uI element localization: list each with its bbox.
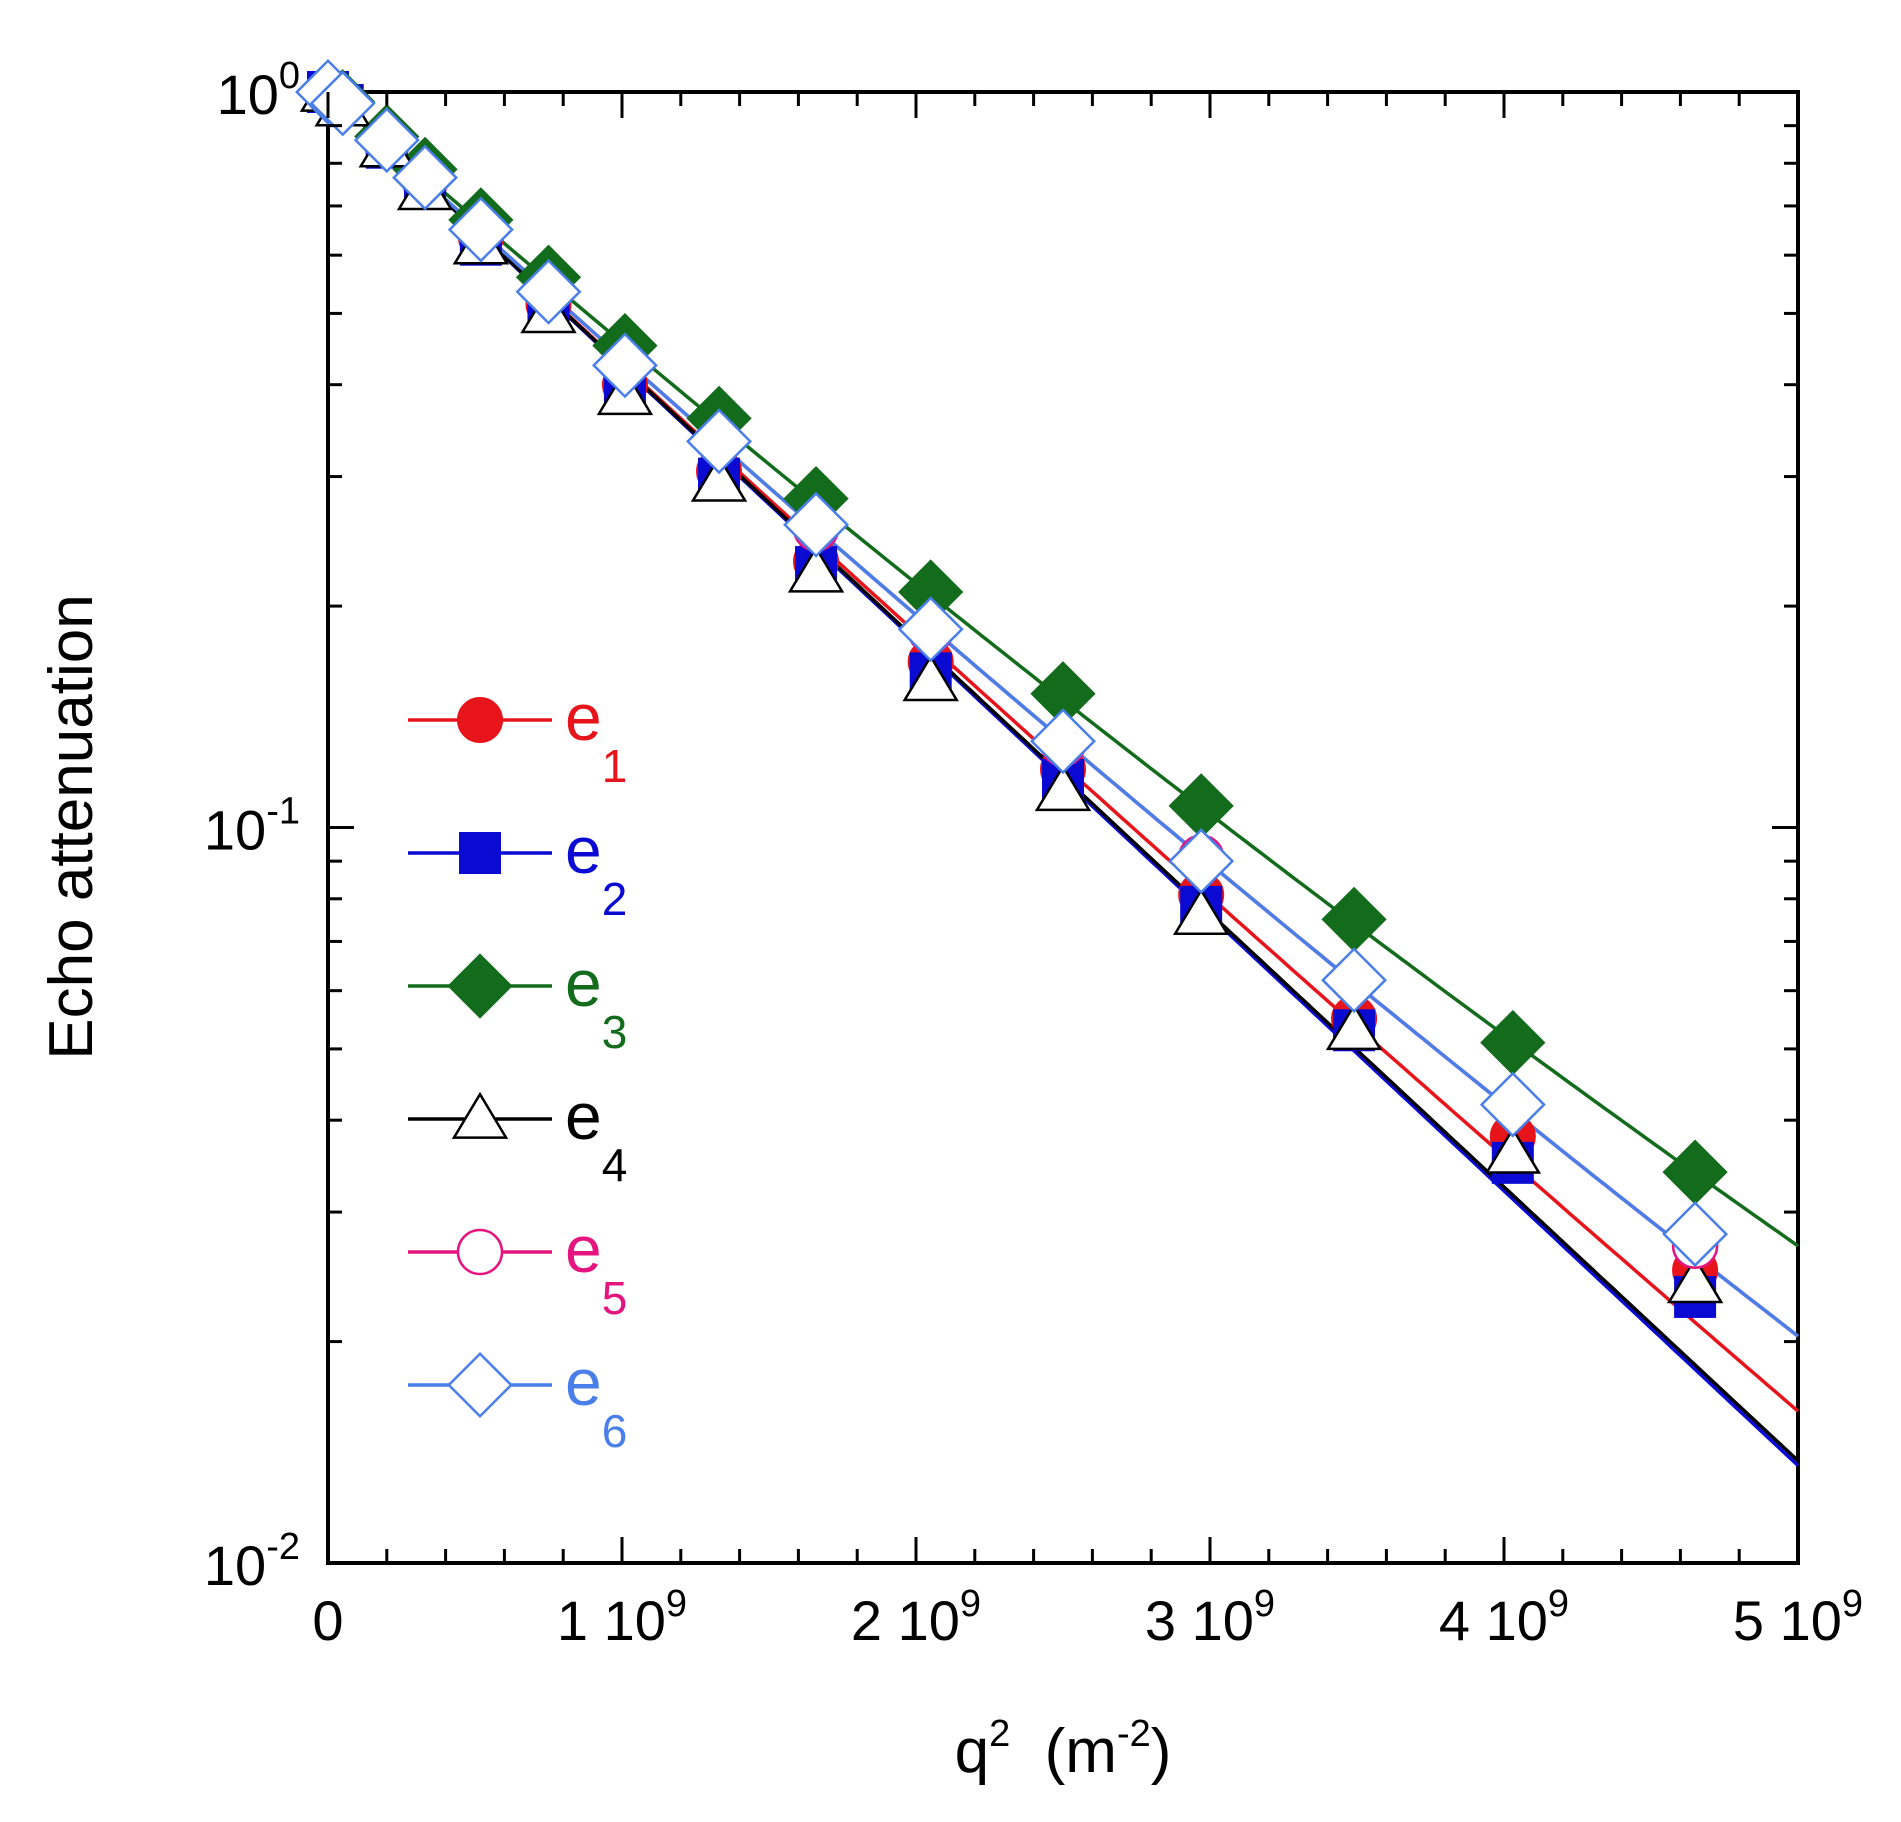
x-tick-label: 1 109 xyxy=(557,1583,687,1652)
point-e4 xyxy=(1172,887,1230,936)
legend-marker xyxy=(456,1228,504,1276)
y-tick-label: 10-1 xyxy=(204,791,300,862)
legend-marker xyxy=(451,1091,509,1139)
legend-item-e5: e5 xyxy=(408,1212,627,1324)
point-e4 xyxy=(690,454,748,502)
point-e4 xyxy=(1666,1256,1724,1304)
legend-item-e1: e1 xyxy=(408,680,627,792)
point-e6 xyxy=(353,107,420,174)
point-e6 xyxy=(1662,1201,1729,1268)
point-e6 xyxy=(309,70,376,137)
x-tick-label: 0 xyxy=(312,1589,343,1652)
legend-item-e4: e4 xyxy=(408,1079,627,1191)
point-e6 xyxy=(591,332,658,399)
x-tick-label: 3 109 xyxy=(1145,1583,1275,1652)
y-axis-title: Echo attenuation xyxy=(37,594,106,1059)
legend-label: e4 xyxy=(565,1079,627,1191)
x-tick-label: 4 109 xyxy=(1439,1583,1569,1652)
data-points xyxy=(295,59,1729,1318)
legend-label: e1 xyxy=(565,680,627,792)
point-e4 xyxy=(1034,764,1092,812)
x-tick-label: 2 109 xyxy=(851,1583,981,1652)
legend: e1 e2 e3 e4 e5 e6 xyxy=(408,680,627,1457)
point-e6 xyxy=(1321,947,1388,1014)
point-e6 xyxy=(1030,708,1096,775)
y-tick-label: 10-2 xyxy=(204,1526,300,1597)
point-e6 xyxy=(447,196,514,263)
point-e6 xyxy=(686,408,752,475)
x-tick-label: 5 109 xyxy=(1733,1583,1863,1652)
legend-item-e2: e2 xyxy=(408,813,627,925)
legend-label: e6 xyxy=(565,1345,627,1457)
point-e6 xyxy=(515,258,582,325)
point-e6 xyxy=(1168,828,1235,895)
legend-marker xyxy=(447,953,513,1019)
legend-marker xyxy=(447,1352,513,1418)
point-e3 xyxy=(1480,1009,1546,1076)
point-e3 xyxy=(1168,773,1234,839)
y-axis: 100 10-1 10-2 xyxy=(204,55,1798,1597)
point-e3 xyxy=(1662,1139,1728,1205)
point-e4 xyxy=(902,654,959,702)
point-e6 xyxy=(897,596,964,663)
legend-label: e3 xyxy=(565,946,627,1058)
point-e6 xyxy=(392,144,458,211)
y-tick-label: 100 xyxy=(217,55,300,126)
legend-label: e2 xyxy=(565,813,627,925)
point-e6 xyxy=(783,491,850,558)
point-e4 xyxy=(1484,1126,1542,1174)
legend-marker xyxy=(457,697,503,743)
x-axis: 0 1 109 2 109 3 109 4 109 5 109 xyxy=(312,92,1863,1652)
fit-lines xyxy=(326,90,1800,1467)
legend-label: e5 xyxy=(565,1212,627,1324)
x-axis-title: q2 (m-2) xyxy=(955,1713,1172,1786)
legend-item-e6: e6 xyxy=(408,1345,627,1457)
point-e6 xyxy=(1479,1071,1546,1138)
legend-item-e3: e3 xyxy=(408,946,627,1058)
legend-marker xyxy=(459,832,501,874)
point-e4 xyxy=(787,545,845,593)
point-e4 xyxy=(1325,1003,1383,1051)
series-e6 xyxy=(295,59,1729,1268)
